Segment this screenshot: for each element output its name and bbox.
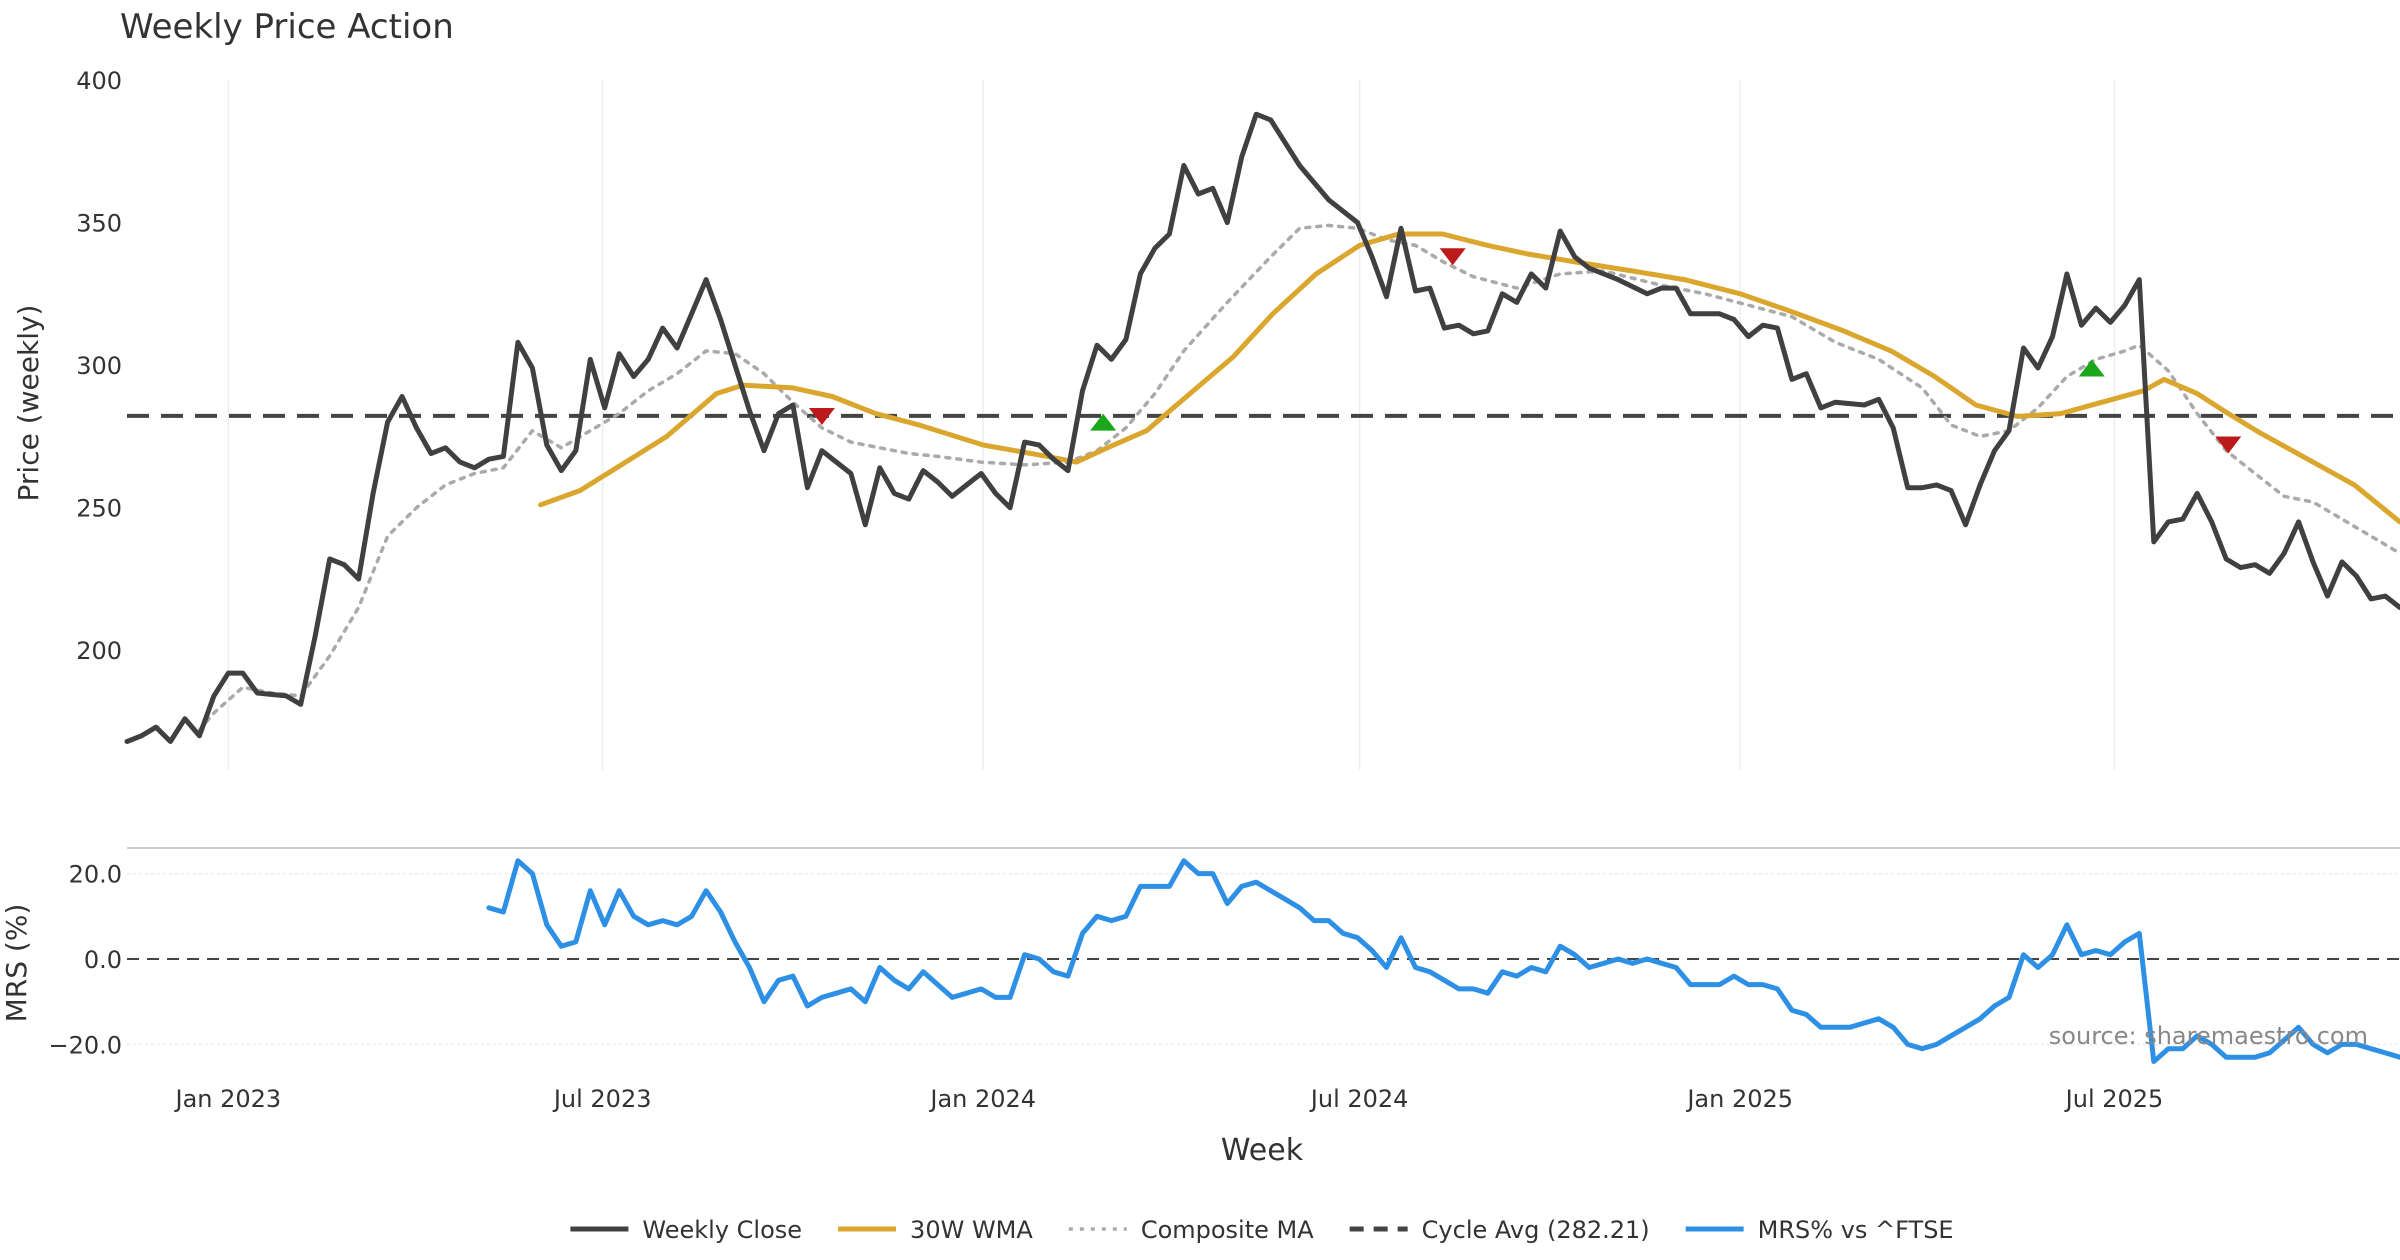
price-panel-grid — [227, 80, 2116, 770]
x-tick-label: Jan 2023 — [173, 1085, 281, 1113]
x-tick-label: Jul 2023 — [552, 1085, 652, 1113]
signal-markers — [808, 248, 2242, 454]
legend-label: MRS% vs ^FTSE — [1758, 1216, 1954, 1244]
mrs-y-axis: −20.0 0.0 20.0 — [48, 861, 122, 1060]
legend-label: 30W WMA — [910, 1216, 1033, 1244]
price-y-tick-label: 300 — [76, 352, 122, 380]
composite-ma-line — [197, 223, 2400, 732]
sell-signal-marker — [808, 407, 835, 425]
price-y-axis: 200 250 300 350 400 — [76, 67, 122, 665]
x-tick-label: Jul 2025 — [2064, 1085, 2164, 1113]
date-x-axis: Jan 2023 Jul 2023 Jan 2024 Jul 2024 Jan 2025… — [173, 1085, 2163, 1113]
legend-label: Cycle Avg (282.21) — [1422, 1216, 1650, 1244]
price-y-axis-label: Price (weekly) — [12, 305, 45, 502]
price-panel-series — [124, 111, 2400, 744]
legend: Weekly Close 30W WMA Composite MA Cycle Avg… — [570, 1216, 1954, 1244]
chart-title: Weekly Price Action — [120, 7, 454, 47]
weekly-close-line — [124, 111, 2400, 744]
price-y-tick-label: 400 — [76, 67, 122, 95]
x-tick-label: Jan 2025 — [1685, 1085, 1793, 1113]
mrs-y-axis-label: MRS (%) — [0, 904, 33, 1023]
mrs-y-tick-label: 0.0 — [84, 946, 122, 974]
30w-wma-line — [538, 231, 2400, 525]
mrs-y-tick-label: −20.0 — [48, 1031, 122, 1059]
sell-signal-marker — [1439, 248, 1466, 266]
x-axis-label: Week — [1221, 1133, 1304, 1168]
legend-label: Weekly Close — [642, 1216, 802, 1244]
price-y-tick-label: 350 — [76, 210, 122, 238]
sell-signal-marker — [2215, 436, 2242, 454]
x-tick-label: Jan 2024 — [928, 1085, 1036, 1113]
mrs-panel-grid — [127, 847, 2400, 1046]
x-tick-label: Jul 2024 — [1309, 1085, 1409, 1113]
price-y-tick-label: 200 — [76, 637, 122, 665]
mrs-y-tick-label: 20.0 — [69, 861, 122, 889]
source-annotation: source: sharemaestro.com — [2049, 1022, 2368, 1050]
buy-signal-marker — [2078, 359, 2105, 377]
buy-signal-marker — [1090, 413, 1117, 431]
price-y-tick-label: 250 — [76, 495, 122, 523]
legend-label: Composite MA — [1141, 1216, 1314, 1244]
mrs-line — [486, 858, 2400, 1064]
mrs-panel-series — [127, 858, 2400, 1064]
